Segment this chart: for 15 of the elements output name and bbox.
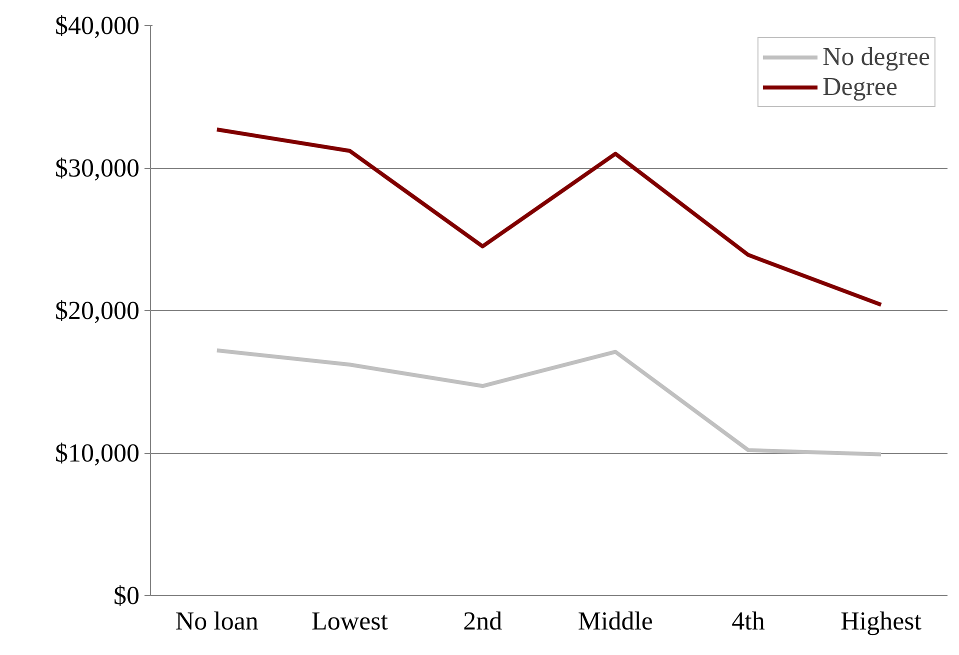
- y-tick-label: $20,000: [55, 296, 140, 325]
- y-tick-label: $30,000: [55, 154, 140, 182]
- line-series: [214, 348, 884, 456]
- x-tick-label: 4th: [732, 606, 765, 636]
- legend-label: No degree: [822, 42, 930, 72]
- x-tick-label: Middle: [578, 606, 653, 636]
- y-tick-label: $40,000: [55, 11, 140, 40]
- legend-label: Degree: [822, 72, 898, 102]
- x-tick-label: Highest: [840, 606, 922, 636]
- x-tick-label: 2nd: [463, 606, 502, 636]
- y-tick-label: $0: [114, 581, 140, 610]
- x-tick-label: No loan: [175, 606, 258, 636]
- line-series: [214, 128, 884, 307]
- y-tick-label: $10,000: [55, 438, 140, 468]
- x-tick-label: Lowest: [311, 606, 389, 636]
